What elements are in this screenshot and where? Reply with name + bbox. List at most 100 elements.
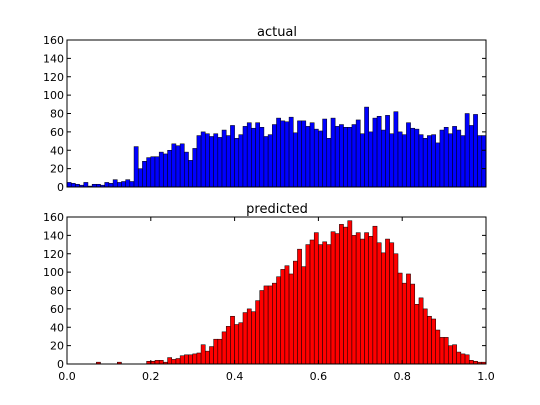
actual-y-tick-label: 100 — [43, 89, 64, 102]
actual-y-tick-label: 160 — [43, 34, 64, 47]
actual-bar — [477, 135, 483, 188]
predicted-bar — [301, 266, 307, 365]
actual-bar — [414, 128, 420, 188]
predicted-bar — [313, 232, 319, 365]
predicted-bar — [221, 331, 227, 365]
actual-y-tick-label: 40 — [50, 144, 64, 157]
predicted-y-tick-label: 60 — [50, 303, 64, 316]
predicted-bar — [343, 226, 348, 365]
actual-bar — [280, 120, 286, 188]
predicted-bars — [96, 220, 487, 365]
predicted-bar — [381, 252, 386, 365]
predicted-bar — [175, 358, 181, 365]
predicted-bar — [167, 357, 172, 365]
predicted-bar — [389, 242, 395, 365]
actual-bar — [259, 127, 265, 188]
actual-bar — [443, 127, 449, 188]
predicted-bar — [305, 244, 311, 365]
actual-bar — [372, 117, 378, 188]
actual-bar — [146, 157, 152, 188]
actual-bar — [242, 126, 248, 188]
predicted-bar — [456, 351, 462, 365]
predicted-bar — [431, 318, 436, 365]
actual-bar — [293, 132, 298, 188]
predicted-bar — [326, 244, 332, 365]
predicted-bar — [284, 265, 290, 365]
actual-bar — [66, 182, 72, 188]
actual-bar — [360, 133, 365, 188]
actual-bar — [125, 179, 131, 188]
actual-bar — [473, 114, 478, 188]
predicted-x-tick-label: 0.8 — [393, 370, 411, 383]
actual-bar — [209, 136, 214, 188]
actual-bar — [410, 127, 416, 188]
predicted-bar — [410, 283, 416, 365]
predicted-bar — [205, 350, 210, 365]
predicted-bar — [217, 338, 223, 365]
predicted-bar — [184, 354, 189, 365]
actual-bar — [133, 146, 139, 188]
actual-bar — [385, 115, 390, 188]
predicted-bar — [351, 235, 357, 365]
actual-bar — [188, 160, 193, 188]
actual-chart-title: actual — [257, 25, 297, 40]
predicted-bar — [246, 308, 252, 365]
actual-bar — [251, 127, 256, 188]
actual-bar — [418, 134, 424, 188]
actual-bar — [129, 181, 135, 188]
actual-y-tick-label: 60 — [50, 126, 64, 139]
actual-bar — [238, 134, 244, 188]
predicted-bar — [259, 290, 265, 365]
predicted-y-axis: 0 20 40 60 80 100 120 140 160 — [43, 211, 486, 371]
predicted-y-tick-label: 40 — [50, 321, 64, 334]
actual-y-tick-label: 120 — [43, 71, 64, 84]
actual-bar — [175, 145, 181, 188]
predicted-bar — [267, 285, 273, 365]
predicted-bar — [360, 238, 365, 365]
predicted-bar — [448, 345, 453, 365]
actual-y-tick-label: 80 — [50, 108, 64, 121]
predicted-bar — [385, 238, 390, 365]
predicted-bar — [452, 344, 457, 365]
actual-bar — [263, 136, 269, 188]
actual-bar — [460, 135, 466, 188]
predicted-chart-title: predicted — [246, 202, 308, 217]
actual-bars — [66, 106, 487, 188]
actual-bar — [368, 131, 374, 188]
predicted-bar — [238, 322, 244, 365]
predicted-y-tick-label: 80 — [50, 285, 64, 298]
actual-bar — [246, 122, 252, 188]
actual-bar — [343, 127, 348, 188]
predicted-x-axis: 0.0 0.2 0.4 0.6 0.8 1.0 — [58, 217, 495, 383]
predicted-bar — [330, 231, 336, 365]
actual-bar — [163, 153, 168, 188]
actual-bar — [431, 134, 436, 188]
actual-bar — [364, 106, 369, 188]
actual-bar — [448, 133, 453, 188]
actual-bar — [104, 182, 110, 188]
actual-bar — [481, 135, 487, 188]
predicted-bar — [171, 359, 177, 365]
predicted-y-tick-label: 0 — [57, 358, 64, 371]
actual-bar — [456, 129, 462, 188]
predicted-x-tick-label: 0.6 — [310, 370, 328, 383]
predicted-bar — [397, 272, 403, 365]
actual-bar — [121, 181, 126, 188]
predicted-bar — [418, 297, 424, 365]
predicted-bar — [355, 232, 361, 365]
actual-bar — [339, 124, 344, 188]
actual-bar — [217, 137, 223, 188]
predicted-x-tick-label: 1.0 — [477, 370, 495, 383]
actual-bar — [158, 151, 164, 188]
actual-bar — [381, 129, 386, 188]
predicted-y-tick-label: 100 — [43, 266, 64, 279]
actual-bar — [205, 133, 210, 188]
predicted-bar — [196, 352, 202, 365]
predicted-bar — [443, 337, 449, 365]
actual-bar — [83, 182, 89, 188]
predicted-bar — [200, 344, 206, 365]
actual-bar — [355, 119, 361, 188]
predicted-bar — [318, 244, 323, 365]
predicted-x-tick-label: 0.2 — [142, 370, 160, 383]
